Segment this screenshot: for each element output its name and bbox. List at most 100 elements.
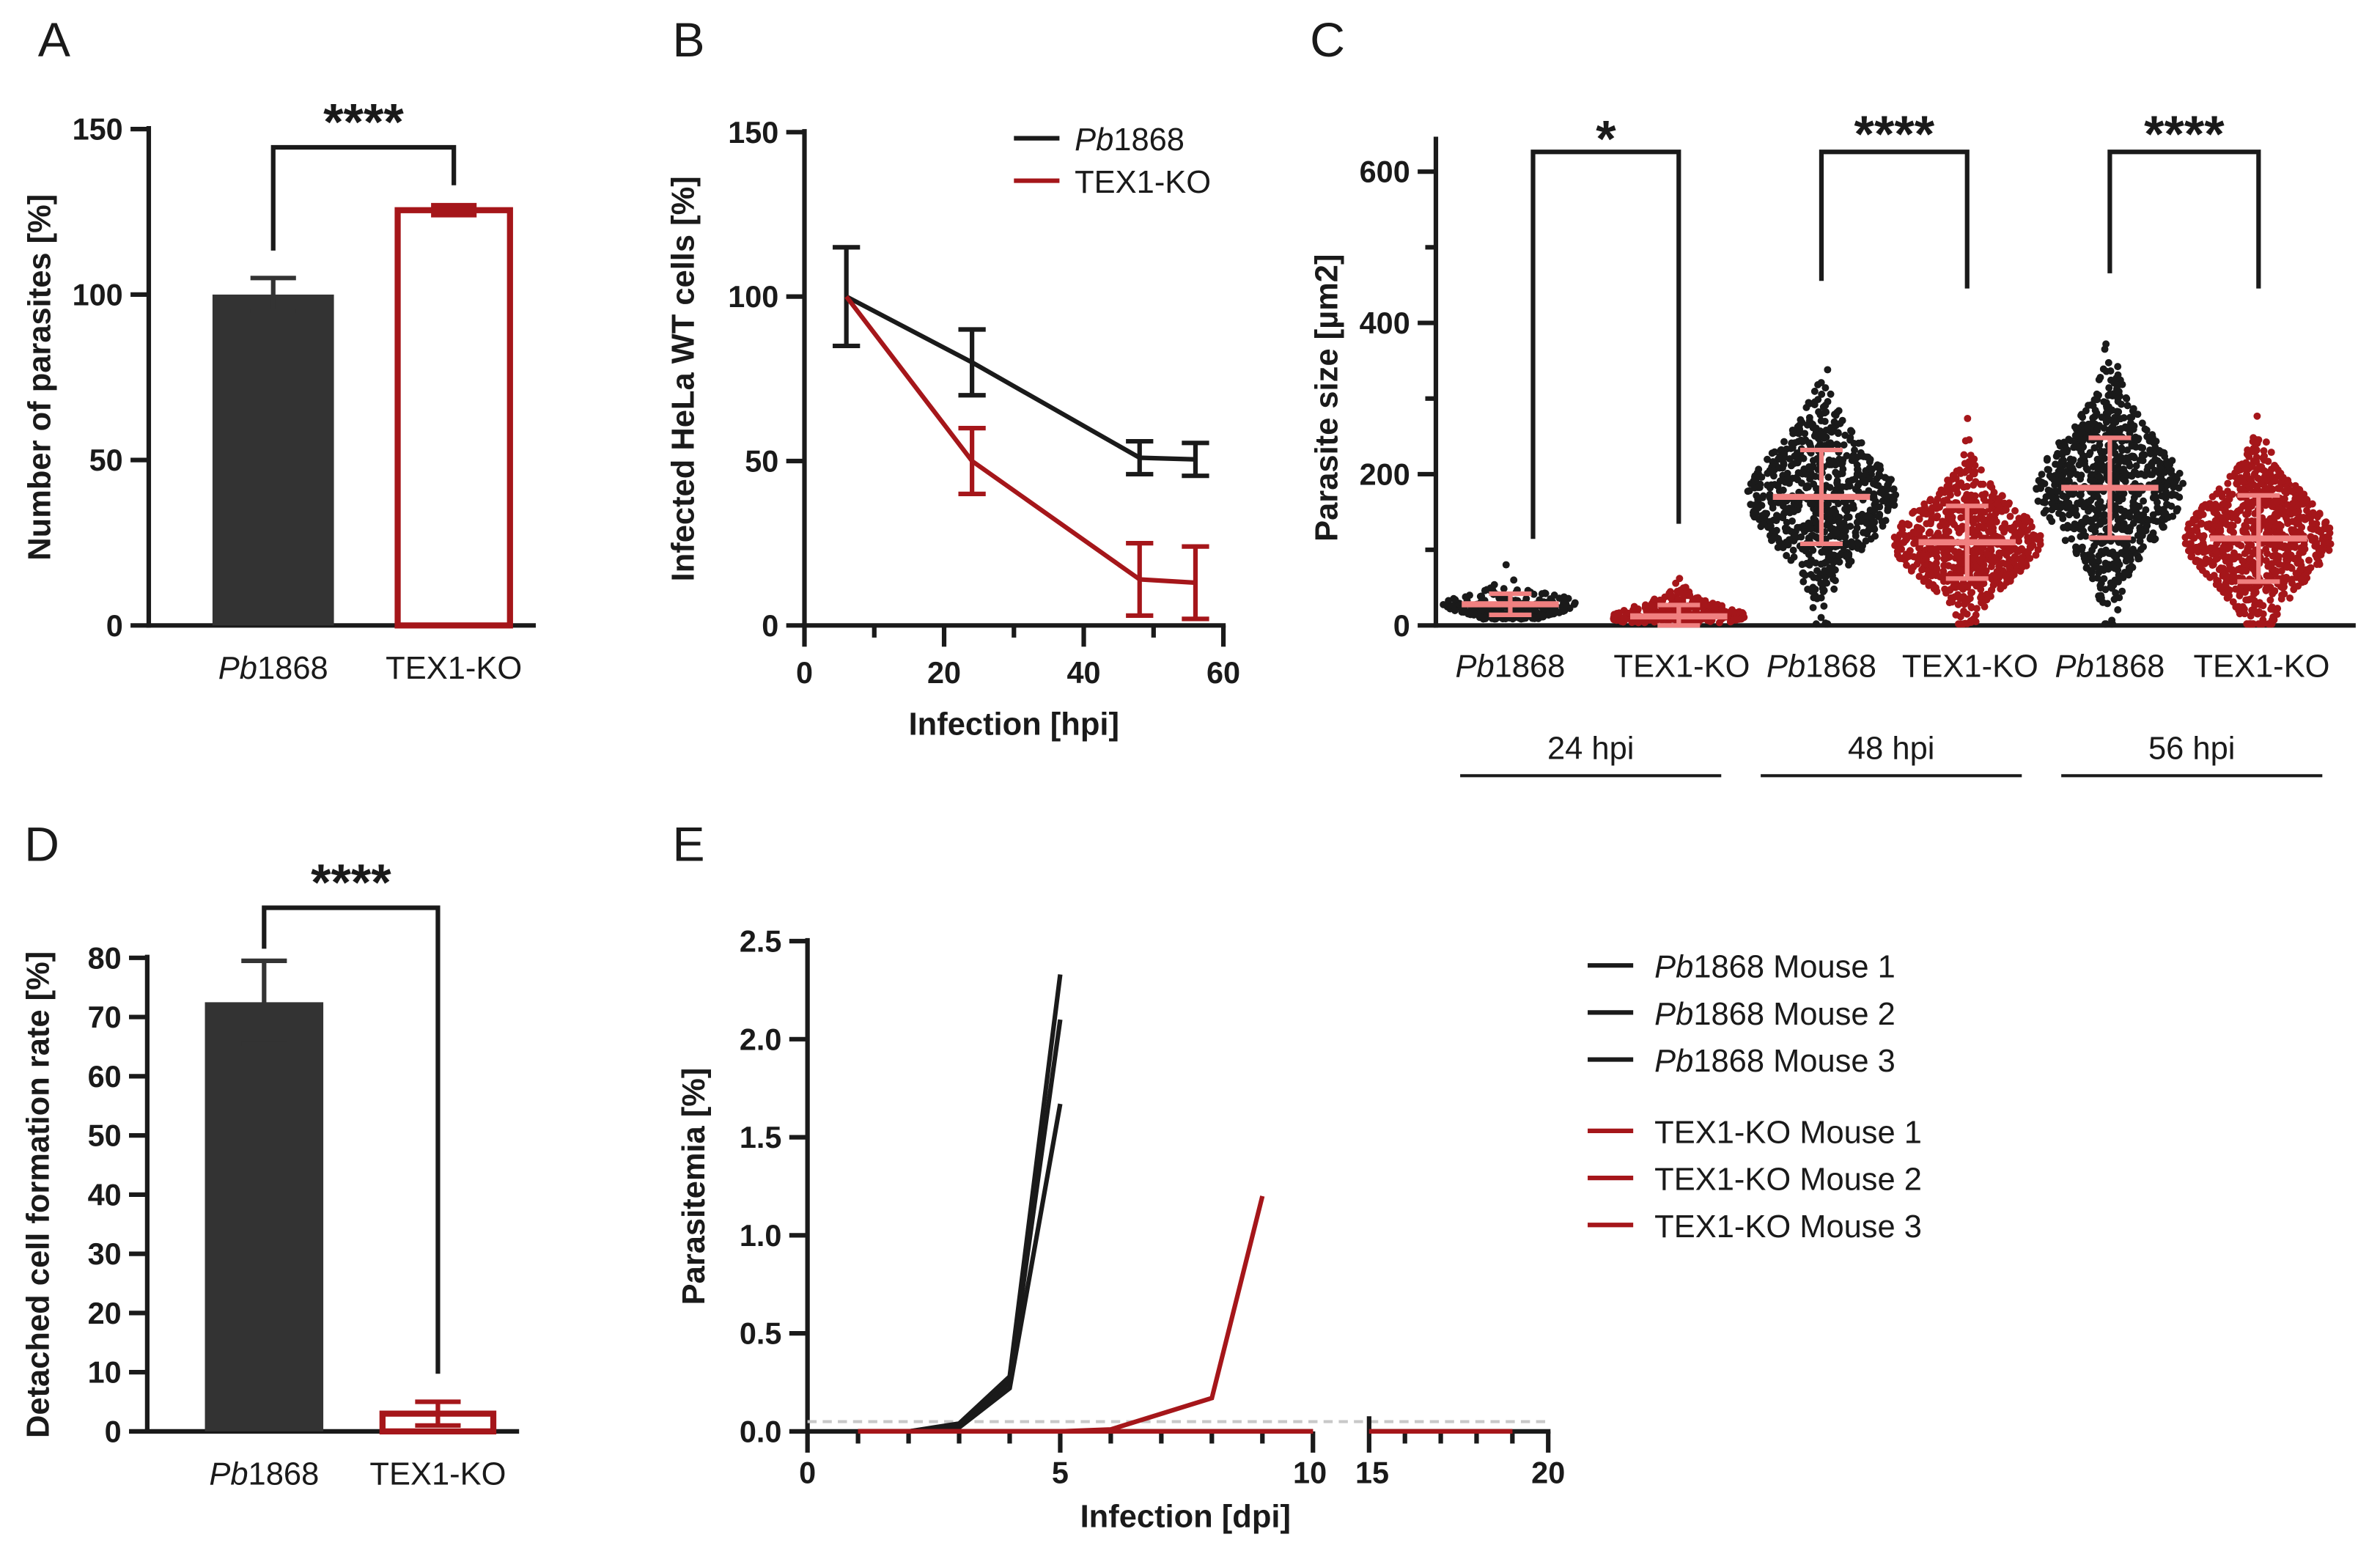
data-point (2026, 554, 2034, 562)
significance-bracket (262, 905, 441, 1374)
italic-prefix: Pb (1766, 649, 1805, 685)
data-point (2244, 545, 2252, 553)
data-point (2077, 429, 2085, 437)
x-tick-label: 60 (1206, 656, 1240, 690)
data-point (1766, 490, 1774, 498)
data-point (2000, 499, 2008, 507)
data-point (2068, 464, 2076, 472)
data-point (2312, 551, 2320, 559)
data-point (1802, 403, 1810, 411)
y-tick-label: 100 (728, 280, 778, 314)
significance-bracket (1819, 150, 1970, 289)
x-tick-label: Pb1868 (209, 1456, 319, 1492)
data-point (1817, 417, 1825, 425)
data-point (2159, 523, 2167, 531)
data-point (2059, 492, 2067, 500)
data-point (2011, 531, 2019, 539)
label-rest: 1868 Mouse 1 (1693, 950, 1895, 985)
data-point (1970, 455, 1978, 463)
data-point (1821, 620, 1830, 628)
y-tick-label: 20 (88, 1297, 122, 1330)
data-point (2290, 555, 2298, 563)
data-point (1862, 537, 1870, 545)
data-point (2259, 620, 2267, 628)
data-point (2055, 509, 2063, 517)
series-line (844, 295, 1196, 586)
data-point (2268, 498, 2276, 506)
data-point (1898, 523, 1906, 531)
data-point (2121, 477, 2129, 485)
data-point (2006, 512, 2014, 520)
y-tick-label: 400 (1360, 306, 1410, 340)
y-tick-label: 0 (1393, 609, 1410, 643)
data-point (1853, 465, 1861, 473)
data-point (2274, 498, 2282, 506)
x-tick-label: 5 (1052, 1456, 1069, 1489)
data-point (1801, 430, 1809, 438)
data-point (2077, 471, 2085, 479)
data-point (1805, 561, 1813, 569)
data-point (1799, 454, 1807, 462)
data-point (1797, 416, 1805, 424)
data-point (1500, 585, 1508, 593)
data-point (1964, 414, 1972, 422)
data-point (1915, 524, 1923, 532)
data-point (1794, 523, 1802, 531)
data-point (1944, 476, 1952, 484)
data-point (1949, 564, 1957, 572)
data-point (1907, 564, 1915, 572)
data-point (2181, 539, 2189, 548)
data-point (2209, 561, 2217, 569)
data-point (1808, 525, 1815, 533)
data-point (2269, 590, 2277, 598)
data-point (1976, 558, 1984, 566)
data-point (1996, 560, 2004, 568)
data-point (2068, 535, 2076, 543)
data-point (2112, 375, 2121, 383)
data-point (2002, 524, 2010, 532)
data-point (2217, 527, 2225, 535)
legend-label: TEX1-KO Mouse 2 (1654, 1162, 1922, 1198)
data-point (2076, 500, 2084, 508)
data-point (1796, 425, 1804, 433)
data-point (2057, 457, 2066, 465)
panel-label: E (672, 817, 704, 871)
data-point (1934, 532, 1942, 540)
data-point (1827, 439, 1835, 447)
x-tick-label: 20 (927, 656, 961, 690)
data-point (2326, 524, 2334, 532)
data-point (2184, 525, 2192, 533)
data-point (1957, 479, 1965, 487)
data-point (2282, 551, 2290, 559)
data-point (2231, 577, 2239, 585)
data-point (2088, 546, 2096, 554)
data-point (1778, 464, 1786, 472)
data-point (2000, 548, 2008, 556)
data-point (1838, 459, 1846, 467)
data-point (2203, 570, 2211, 578)
data-point (2163, 482, 2171, 490)
data-point (1967, 589, 1975, 597)
significance-stars: * (1596, 109, 1616, 167)
data-point (2146, 535, 2154, 543)
data-point (1490, 581, 1498, 589)
data-point (2062, 445, 2070, 453)
data-point (1838, 416, 1846, 424)
x-tick-label: 20 (1531, 1456, 1565, 1489)
data-point (2095, 569, 2103, 577)
data-point (2128, 413, 2136, 421)
data-point (1890, 501, 1898, 509)
data-point (2096, 520, 2104, 528)
data-point (1561, 607, 1569, 615)
data-point (1947, 570, 1955, 578)
label-rest: 1868 (257, 651, 328, 686)
data-point (1941, 585, 1949, 593)
y-axis-label: Number of parasites [%] (22, 194, 57, 561)
y-tick-label: 2.5 (740, 925, 782, 959)
x-tick-label: Pb1868 (218, 651, 328, 686)
y-axis-label: Parasitemia [%] (677, 1068, 712, 1305)
data-point (1824, 473, 1832, 482)
data-point (2114, 606, 2122, 613)
data-point (2283, 573, 2291, 581)
significance-stars: **** (311, 853, 391, 911)
